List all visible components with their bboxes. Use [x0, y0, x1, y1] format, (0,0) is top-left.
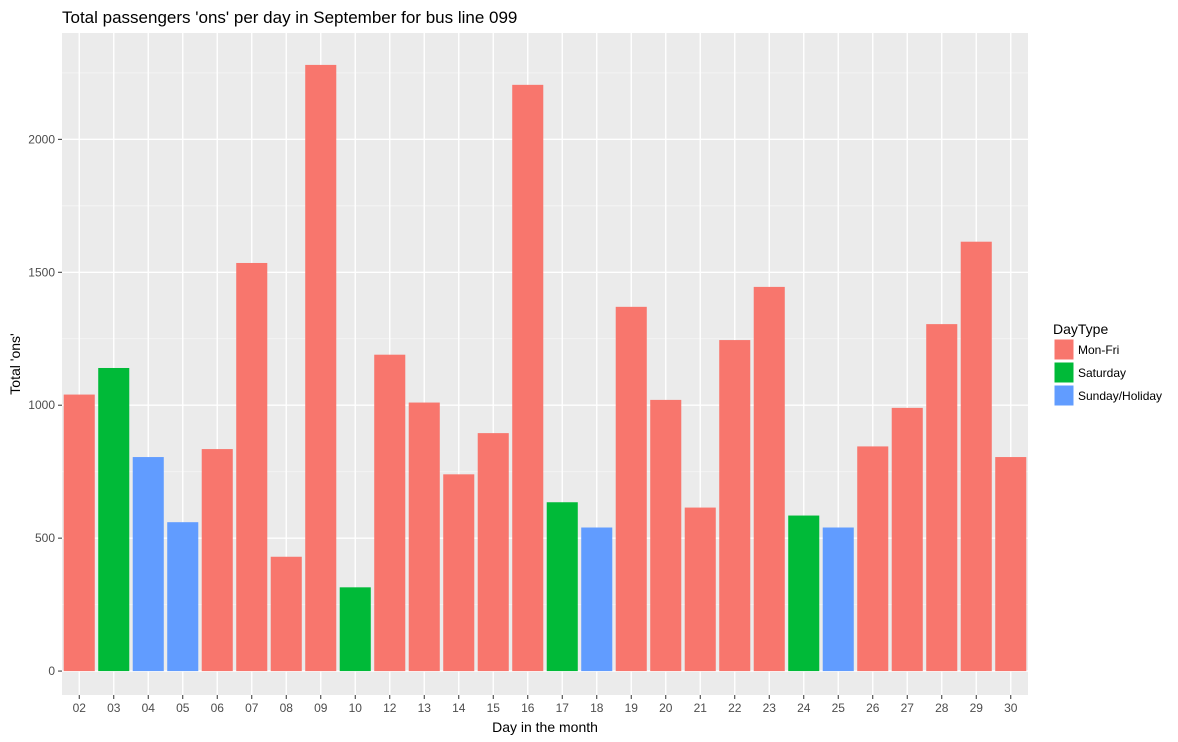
legend-label: Saturday [1078, 366, 1126, 380]
x-tick-label: 03 [107, 701, 121, 715]
bar-day-06 [201, 449, 233, 672]
bar-day-19 [615, 306, 647, 672]
bar-day-07 [236, 262, 268, 672]
bar-day-14 [443, 474, 475, 672]
x-tick-label: 13 [418, 701, 432, 715]
x-tick-label: 30 [1004, 701, 1018, 715]
x-tick-label: 21 [694, 701, 708, 715]
bar-day-05 [167, 522, 199, 672]
bar-day-04 [132, 457, 164, 672]
bar-day-29 [960, 241, 992, 672]
x-axis-title: Day in the month [492, 719, 598, 735]
bar-day-22 [719, 340, 751, 672]
bar-day-08 [270, 556, 302, 672]
x-tick-label: 20 [659, 701, 673, 715]
y-tick-label: 1000 [28, 398, 55, 412]
x-tick-label: 29 [970, 701, 984, 715]
y-tick-label: 0 [48, 664, 55, 678]
legend-title: DayType [1053, 321, 1108, 337]
bar-day-30 [995, 457, 1027, 672]
bar-day-03 [98, 367, 130, 672]
x-tick-label: 24 [797, 701, 811, 715]
bar-day-17 [546, 502, 578, 672]
x-tick-label: 14 [452, 701, 466, 715]
bar-day-21 [684, 507, 716, 672]
x-tick-label: 06 [211, 701, 225, 715]
legend-key-saturday [1053, 361, 1075, 384]
legend-label: Sunday/Holiday [1078, 389, 1162, 403]
x-tick-label: 15 [487, 701, 501, 715]
legend-key-mon-fri [1053, 338, 1075, 361]
x-tick-label: 05 [176, 701, 190, 715]
bar-day-24 [788, 515, 820, 672]
legend: DayType Mon-Fri Saturday Sunday/Holiday [1053, 321, 1162, 407]
y-tick-label: 1500 [28, 265, 55, 279]
x-tick-label: 27 [901, 701, 915, 715]
bar-day-16 [512, 84, 544, 672]
x-tick-label: 19 [625, 701, 639, 715]
x-tick-label: 12 [383, 701, 397, 715]
bar-day-27 [891, 407, 923, 672]
x-tick-label: 10 [349, 701, 363, 715]
y-tick-label: 500 [35, 531, 55, 545]
bar-day-20 [650, 399, 682, 672]
x-tick-label: 04 [142, 701, 156, 715]
bar-day-28 [926, 324, 958, 672]
x-tick-label: 18 [590, 701, 604, 715]
x-tick-label: 26 [866, 701, 880, 715]
bar-day-10 [339, 587, 371, 672]
bar-day-12 [374, 354, 406, 672]
x-tick-label: 16 [521, 701, 535, 715]
bar-day-23 [753, 286, 785, 672]
y-tick-label: 2000 [28, 132, 55, 146]
x-tick-label: 17 [556, 701, 570, 715]
bar-day-25 [822, 527, 854, 672]
legend-key-sunday-holiday [1053, 384, 1075, 407]
x-axis: 02 03 04 05 06 07 08 09 10 12 13 14 15 16 17 18 19 20 21 22… [73, 695, 1018, 715]
y-axis-title: Total 'ons' [7, 333, 23, 394]
bar-day-13 [408, 402, 440, 672]
bar-day-26 [857, 446, 889, 672]
bar-day-09 [305, 64, 337, 672]
x-tick-label: 08 [280, 701, 294, 715]
x-tick-label: 28 [935, 701, 949, 715]
bars [63, 64, 1027, 672]
bar-day-15 [477, 433, 509, 672]
legend-label: Mon-Fri [1078, 343, 1119, 357]
x-tick-label: 25 [832, 701, 846, 715]
x-tick-label: 07 [245, 701, 259, 715]
chart-title: Total passengers 'ons' per day in Septem… [62, 8, 517, 27]
x-tick-label: 22 [728, 701, 742, 715]
x-tick-label: 02 [73, 701, 87, 715]
y-axis: 0 500 1000 1500 2000 [28, 132, 62, 678]
bar-day-02 [63, 394, 95, 672]
x-tick-label: 09 [314, 701, 328, 715]
bar-day-18 [581, 527, 613, 672]
x-tick-label: 23 [763, 701, 777, 715]
